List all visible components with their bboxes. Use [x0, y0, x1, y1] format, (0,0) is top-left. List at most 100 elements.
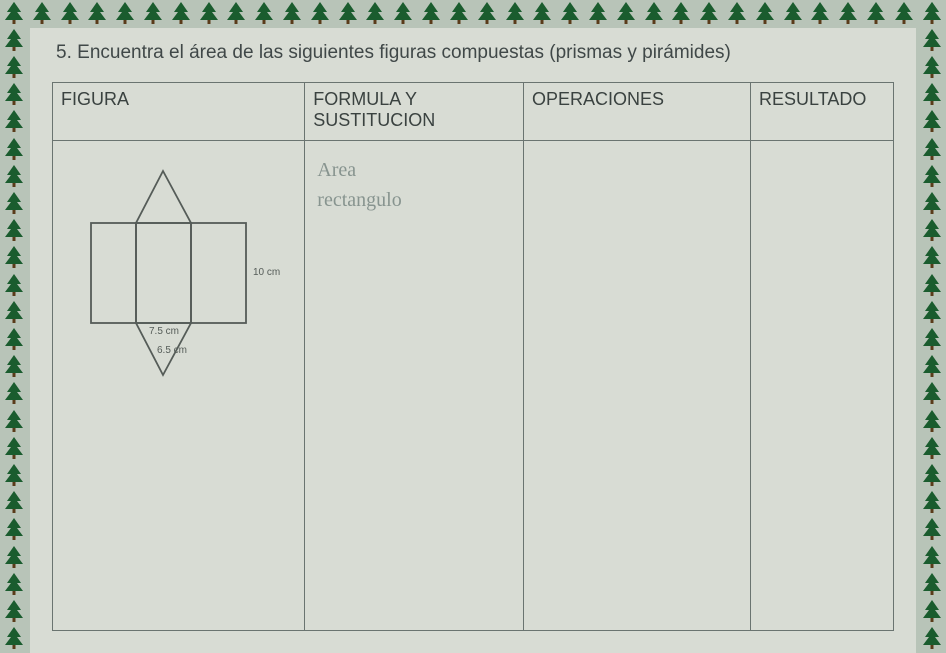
tree-icon: [30, 2, 54, 26]
tree-icon: [475, 2, 499, 26]
tree-icon: [2, 410, 26, 434]
tree-icon: [169, 2, 193, 26]
tree-icon: [2, 328, 26, 352]
tree-icon: [85, 2, 109, 26]
tree-icon: [920, 274, 944, 298]
tree-icon: [920, 2, 944, 26]
tree-icon: [2, 382, 26, 406]
tree-icon: [586, 2, 610, 26]
tree-icon: [920, 246, 944, 270]
worksheet-page: 5. Encuentra el área de las siguientes f…: [30, 28, 916, 653]
tree-icon: [2, 437, 26, 461]
tree-icon: [2, 165, 26, 189]
tree-icon: [920, 491, 944, 515]
tree-icon: [920, 627, 944, 651]
tree-icon: [920, 56, 944, 80]
tree-border-top: [0, 2, 946, 26]
tree-icon: [308, 2, 332, 26]
tree-border-left: [2, 0, 26, 653]
tree-icon: [669, 2, 693, 26]
net-label-side: 10 cm: [253, 267, 280, 278]
net-label-base: 7.5 cm: [149, 326, 179, 337]
tree-icon: [920, 83, 944, 107]
cell-figura: 10 cm 7.5 cm 6.5 cm: [53, 141, 305, 631]
cell-resultado: [751, 141, 894, 631]
tree-icon: [2, 219, 26, 243]
header-formula: FORMULA Y SUSTITUCION: [305, 83, 524, 141]
tree-icon: [920, 410, 944, 434]
tree-icon: [920, 437, 944, 461]
tree-icon: [558, 2, 582, 26]
tree-icon: [920, 600, 944, 624]
header-resultado: RESULTADO: [751, 83, 894, 141]
tree-icon: [725, 2, 749, 26]
cell-operaciones: [523, 141, 750, 631]
handwritten-line1: Area: [317, 155, 511, 185]
tree-icon: [920, 355, 944, 379]
tree-icon: [2, 491, 26, 515]
tree-icon: [363, 2, 387, 26]
tree-icon: [2, 627, 26, 651]
tree-icon: [2, 518, 26, 542]
tree-icon: [197, 2, 221, 26]
tree-icon: [920, 110, 944, 134]
tree-icon: [2, 2, 26, 26]
tree-icon: [920, 328, 944, 352]
tree-icon: [113, 2, 137, 26]
tree-icon: [920, 2, 944, 26]
header-figura: FIGURA: [53, 83, 305, 141]
tree-icon: [2, 2, 26, 26]
tree-icon: [836, 2, 860, 26]
tree-icon: [2, 29, 26, 53]
tree-icon: [781, 2, 805, 26]
tree-icon: [920, 219, 944, 243]
tree-icon: [920, 138, 944, 162]
tree-icon: [920, 29, 944, 53]
tree-icon: [920, 573, 944, 597]
tree-icon: [2, 355, 26, 379]
tree-icon: [920, 518, 944, 542]
tree-icon: [2, 192, 26, 216]
cell-formula: Area rectangulo: [305, 141, 524, 631]
tree-icon: [920, 301, 944, 325]
net-label-tri: 6.5 cm: [157, 345, 187, 356]
tree-icon: [2, 600, 26, 624]
tree-icon: [2, 83, 26, 107]
tree-icon: [697, 2, 721, 26]
handwritten-line2: rectangulo: [317, 185, 511, 215]
tree-icon: [2, 301, 26, 325]
tree-icon: [2, 464, 26, 488]
tree-icon: [391, 2, 415, 26]
tree-icon: [224, 2, 248, 26]
tree-icon: [58, 2, 82, 26]
question-number: 5.: [56, 42, 72, 63]
question-text: Encuentra el área de las siguientes figu…: [77, 42, 731, 63]
tree-border-right: [920, 0, 944, 653]
tree-icon: [252, 2, 276, 26]
tree-icon: [920, 165, 944, 189]
tree-icon: [614, 2, 638, 26]
table-header-row: FIGURA FORMULA Y SUSTITUCION OPERACIONES…: [53, 83, 894, 141]
question-prompt: 5. Encuentra el área de las siguientes f…: [56, 42, 894, 64]
header-operaciones: OPERACIONES: [523, 83, 750, 141]
tree-icon: [642, 2, 666, 26]
tree-icon: [920, 546, 944, 570]
tree-icon: [2, 274, 26, 298]
tree-icon: [753, 2, 777, 26]
worksheet-table: FIGURA FORMULA Y SUSTITUCION OPERACIONES…: [52, 82, 894, 631]
tree-icon: [336, 2, 360, 26]
tree-icon: [808, 2, 832, 26]
tree-icon: [447, 2, 471, 26]
tree-icon: [141, 2, 165, 26]
tree-icon: [2, 573, 26, 597]
prism-net-figure: 10 cm 7.5 cm 6.5 cm: [61, 153, 301, 393]
tree-icon: [503, 2, 527, 26]
tree-icon: [2, 110, 26, 134]
tree-icon: [530, 2, 554, 26]
tree-icon: [892, 2, 916, 26]
table-row: 10 cm 7.5 cm 6.5 cm Area rectangulo: [53, 141, 894, 631]
tree-icon: [920, 192, 944, 216]
tree-icon: [920, 464, 944, 488]
tree-icon: [280, 2, 304, 26]
tree-icon: [2, 246, 26, 270]
